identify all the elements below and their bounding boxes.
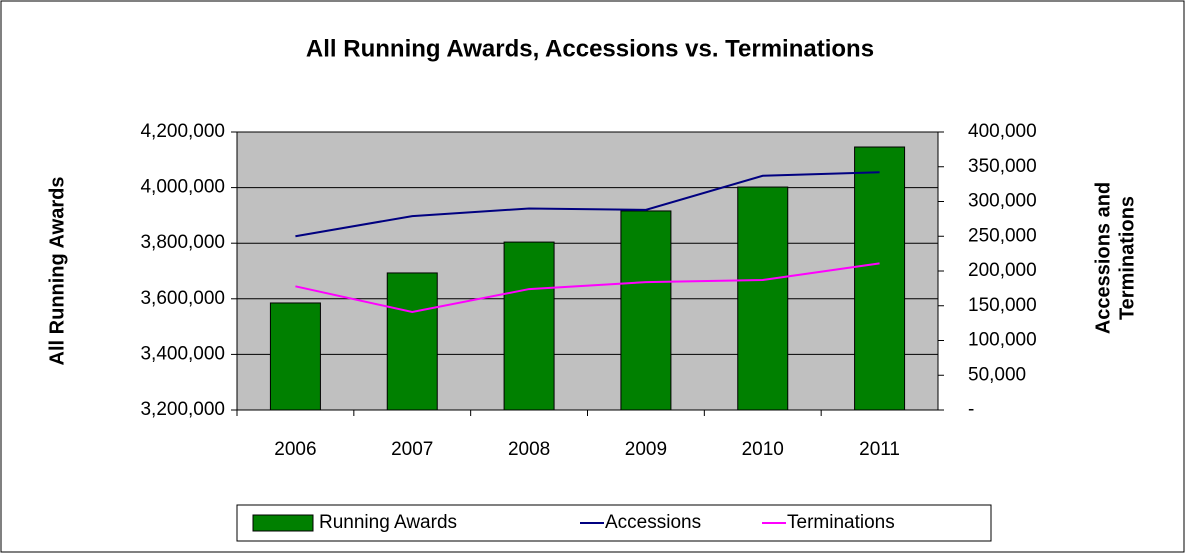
y2-tick-label: 50,000 bbox=[968, 364, 1026, 385]
bar bbox=[737, 186, 789, 411]
y-tick-label: 3,200,000 bbox=[140, 399, 225, 420]
x-tick-label: 2010 bbox=[742, 439, 784, 460]
y-axis-label: All Running Awards bbox=[46, 177, 68, 366]
bar bbox=[503, 241, 555, 411]
line bbox=[295, 262, 880, 314]
y-tick-label: 3,400,000 bbox=[140, 343, 225, 364]
y-tick-label: 4,000,000 bbox=[140, 177, 225, 198]
y2-tick-label: 150,000 bbox=[968, 295, 1037, 316]
y-tick-label: 3,600,000 bbox=[140, 288, 225, 309]
x-tick-label: 2007 bbox=[391, 439, 433, 460]
bar bbox=[854, 146, 906, 411]
chart-title: All Running Awards, Accessions vs. Termi… bbox=[306, 35, 874, 62]
bar bbox=[386, 272, 438, 411]
y2-tick-label: 400,000 bbox=[968, 121, 1037, 142]
legend bbox=[236, 504, 992, 542]
bar bbox=[620, 210, 672, 411]
x-tick-label: 2009 bbox=[625, 439, 667, 460]
legend-label: Running Awards bbox=[319, 512, 457, 533]
y2-tick-label: 200,000 bbox=[968, 260, 1037, 281]
y2-tick-label: 100,000 bbox=[968, 330, 1037, 351]
legend-label: Accessions bbox=[605, 512, 701, 533]
legend-swatch bbox=[252, 514, 314, 532]
y2-axis-label: Accessions and bbox=[1092, 182, 1114, 334]
y2-tick-label: 250,000 bbox=[968, 225, 1037, 246]
x-tick-label: 2011 bbox=[859, 439, 900, 460]
y2-tick-label: 300,000 bbox=[968, 191, 1037, 212]
y2-axis-label: Terminations bbox=[1116, 196, 1138, 320]
line bbox=[295, 171, 880, 238]
x-tick-label: 2006 bbox=[274, 439, 316, 460]
x-tick-label: 2008 bbox=[508, 439, 550, 460]
y-tick-label: 3,800,000 bbox=[140, 232, 225, 253]
bar bbox=[269, 302, 321, 411]
y2-tick-label: 350,000 bbox=[968, 156, 1037, 177]
y-tick-label: 4,200,000 bbox=[140, 121, 225, 142]
legend-label: Terminations bbox=[787, 512, 895, 533]
y2-tick-label: - bbox=[968, 399, 974, 420]
